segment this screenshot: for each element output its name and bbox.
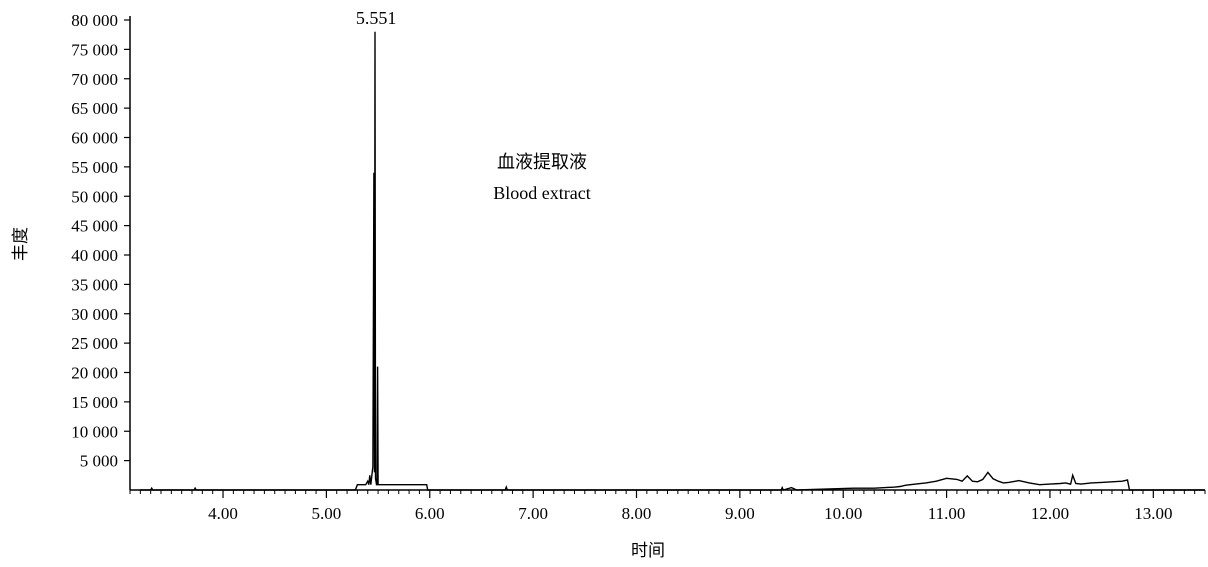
sample-label-english: Blood extract <box>493 183 590 203</box>
y-tick-label: 30 000 <box>71 305 118 324</box>
x-tick-label: 6.00 <box>415 504 445 523</box>
y-tick-label: 55 000 <box>71 158 118 177</box>
x-axis-title: 时间 <box>631 541 665 560</box>
y-tick-label: 35 000 <box>71 275 118 294</box>
y-tick-label: 20 000 <box>71 364 118 383</box>
peak-label: 5.551 <box>356 8 397 28</box>
y-tick-label: 70 000 <box>71 70 118 89</box>
x-tick-label: 13.00 <box>1134 504 1172 523</box>
x-tick-label: 4.00 <box>208 504 238 523</box>
x-tick-label: 9.00 <box>725 504 755 523</box>
x-axis-ticks: 4.00 5.00 6.00 7.00 8.00 9.00 10.00 11.00 12.00 1… <box>129 490 1206 523</box>
y-tick-label: 5 000 <box>80 452 118 471</box>
y-tick-label: 15 000 <box>71 393 118 412</box>
y-axis-ticks: 5 000 10 000 15 000 20 000 25 000 30 000 35 00… <box>71 11 130 471</box>
x-tick-label: 10.00 <box>824 504 862 523</box>
y-tick-label: 10 000 <box>71 422 118 441</box>
y-tick-label: 60 000 <box>71 129 118 148</box>
x-tick-label: 8.00 <box>622 504 652 523</box>
y-tick-label: 40 000 <box>71 246 118 265</box>
x-tick-label: 7.00 <box>518 504 548 523</box>
y-tick-label: 45 000 <box>71 217 118 236</box>
y-tick-label: 65 000 <box>71 99 118 118</box>
x-tick-label: 12.00 <box>1031 504 1069 523</box>
y-tick-label: 50 000 <box>71 187 118 206</box>
x-tick-label: 11.00 <box>928 504 966 523</box>
y-tick-label: 80 000 <box>71 11 118 30</box>
series-line <box>140 31 1205 491</box>
x-tick-label: 5.00 <box>312 504 342 523</box>
y-tick-label: 75 000 <box>71 40 118 59</box>
y-axis-title: 丰度 <box>11 227 30 261</box>
sample-label-chinese: 血液提取液 <box>497 152 587 172</box>
y-tick-label: 25 000 <box>71 334 118 353</box>
